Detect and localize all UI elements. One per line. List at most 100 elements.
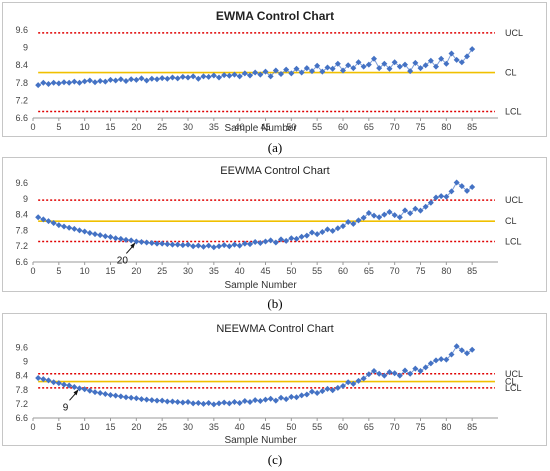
y-tick-label: 9 (23, 43, 28, 53)
data-point (50, 379, 57, 386)
data-point (272, 239, 279, 246)
data-point (257, 71, 264, 78)
neewma-chart: NEEWMA Control Chart 6.6 7.2 7.8 8.4 9 9.6 0 5 10… (15, 323, 523, 446)
data-point (236, 399, 243, 406)
x-tick-label: 35 (209, 266, 219, 276)
data-point (438, 356, 445, 363)
data-point (148, 397, 155, 404)
y-tick-label: 7.2 (15, 241, 28, 251)
data-point (262, 238, 269, 245)
x-tick-label: 55 (312, 122, 322, 132)
data-point (205, 399, 212, 406)
data-point (376, 370, 383, 377)
x-tick-label: 55 (312, 422, 322, 432)
data-point (433, 63, 439, 70)
data-point (76, 79, 83, 86)
data-point (257, 240, 264, 247)
data-point (50, 79, 57, 86)
y-tick-label: 9.6 (15, 342, 28, 352)
data-point (154, 397, 160, 404)
data-point (231, 399, 238, 405)
data-point (86, 77, 93, 84)
data-point (350, 65, 357, 72)
data-point (205, 73, 212, 80)
x-tick-label: 55 (312, 266, 322, 276)
y-tick-label: 8.4 (15, 60, 28, 70)
data-point (66, 79, 73, 86)
data-point (298, 392, 305, 399)
x-tick-label: 60 (338, 422, 348, 432)
data-point (123, 394, 129, 401)
data-point (402, 61, 408, 68)
data-point (71, 383, 78, 390)
data-point (97, 232, 104, 239)
data-point (55, 380, 62, 387)
x-tick-label: 70 (390, 122, 400, 132)
caption-b: (b) (267, 296, 283, 311)
data-point (396, 63, 403, 70)
x-tick-label: 10 (80, 266, 90, 276)
data-point (61, 79, 67, 86)
data-point (376, 65, 383, 72)
data-point (340, 67, 346, 74)
data-point (303, 232, 310, 239)
data-point (81, 228, 88, 235)
x-tick-label: 50 (286, 266, 296, 276)
data-point (360, 63, 367, 70)
data-point (448, 351, 455, 358)
data-point (76, 227, 83, 234)
y-tick-label: 9 (23, 194, 28, 204)
data-point (45, 377, 52, 384)
x-tick-label: 85 (467, 422, 477, 432)
data-point (365, 371, 372, 378)
data-point (174, 75, 181, 82)
data-point (283, 396, 290, 403)
data-point (216, 74, 222, 81)
control-label-ucl: UCL (505, 195, 523, 205)
data-point (278, 71, 284, 77)
data-point (283, 237, 290, 244)
data-point (453, 56, 460, 63)
data-point (458, 59, 465, 66)
data-point (345, 62, 352, 69)
caption-a: (a) (267, 140, 283, 155)
data-point (391, 59, 398, 66)
data-point (272, 67, 279, 74)
data-point (71, 225, 78, 232)
data-point (231, 71, 238, 78)
x-tick-label: 5 (56, 122, 61, 132)
x-tick-label: 40 (235, 266, 245, 276)
data-point (185, 241, 191, 248)
data-point (293, 65, 300, 72)
data-point (303, 65, 310, 72)
data-point (97, 390, 104, 397)
x-tick-label: 30 (183, 422, 193, 432)
series-line (38, 181, 473, 248)
x-tick-label: 45 (260, 422, 270, 432)
data-point (448, 50, 455, 57)
data-point (298, 233, 305, 240)
x-tick-label: 65 (364, 122, 374, 132)
data-point (123, 236, 129, 243)
data-point (148, 240, 155, 247)
x-tick-label: 60 (338, 266, 348, 276)
data-point (469, 183, 476, 190)
data-point (391, 212, 398, 219)
chart-title: EWMA Control Chart (216, 9, 334, 23)
data-point (345, 379, 352, 386)
data-point (340, 383, 346, 389)
data-point (45, 218, 52, 225)
data-point (278, 394, 284, 401)
data-point (324, 226, 331, 233)
data-point (159, 397, 166, 404)
data-point (221, 399, 228, 406)
data-point (112, 392, 119, 399)
series-line (38, 345, 473, 405)
y-tick-label: 6.6 (15, 113, 28, 123)
x-tick-label: 20 (131, 422, 141, 432)
x-tick-label: 85 (467, 266, 477, 276)
data-point (128, 237, 135, 244)
data-point (262, 396, 269, 403)
data-point (66, 382, 73, 389)
data-point (371, 55, 377, 62)
